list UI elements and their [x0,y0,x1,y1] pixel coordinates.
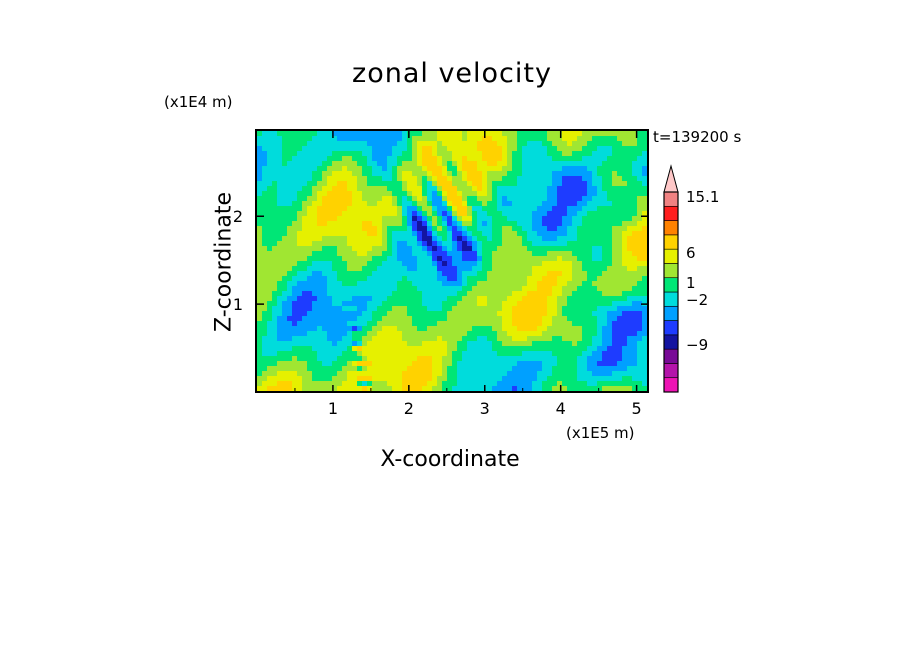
y-tick-label: 2 [233,207,243,226]
time-label: t=139200 s [653,128,742,146]
x-tick-label: 4 [556,399,566,418]
colorbar-segment [663,334,679,350]
colorbar-label: 1 [686,274,696,292]
colorbar-segment [663,377,679,393]
plot-frame [255,129,649,393]
colorbar-segment [663,263,679,279]
colorbar-segment [663,277,679,293]
y-tick-label: 1 [233,295,243,314]
colorbar-segment [663,348,679,364]
colorbar-segment [663,205,679,221]
colorbar-segment [663,363,679,379]
x-tick-label: 3 [480,399,490,418]
colorbar-frame [663,191,679,393]
velocity-field [257,131,648,392]
y-axis-unit-label: (x1E4 m) [164,93,233,111]
colorbar-segment [663,191,679,207]
colorbar-label: 15.1 [686,188,719,206]
colorbar: 15.1 6 1−2 −9 [663,164,719,393]
colorbar-label: −2 [686,291,708,309]
colorbar-label: −9 [686,336,708,354]
colorbar-segment [663,234,679,250]
x-tick-label: 5 [632,399,642,418]
colorbar-segment [663,305,679,321]
colorbar-segment [663,291,679,307]
x-tick-label: 2 [404,399,414,418]
axis-ticks: 1 2 3 4 5 1 2 [233,131,648,418]
colorbar-max-arrow [663,164,679,193]
x-axis-label: X-coordinate [380,447,520,472]
chart-title: zonal velocity [352,58,552,89]
x-tick-label: 1 [328,399,338,418]
colorbar-label: 6 [686,244,696,262]
colorbar-segment [663,248,679,264]
colorbar-segment [663,220,679,236]
colorbar-segment [663,320,679,336]
x-axis-unit-label: (x1E5 m) [566,424,635,442]
